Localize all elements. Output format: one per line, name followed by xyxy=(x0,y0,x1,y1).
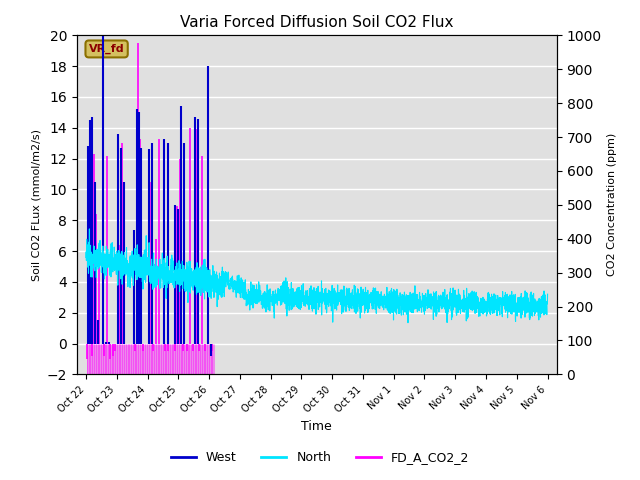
Y-axis label: CO2 Concentration (ppm): CO2 Concentration (ppm) xyxy=(607,133,617,276)
Legend: West, North, FD_A_CO2_2: West, North, FD_A_CO2_2 xyxy=(166,446,474,469)
Text: VR_fd: VR_fd xyxy=(89,44,124,54)
Y-axis label: Soil CO2 FLux (mmol/m2/s): Soil CO2 FLux (mmol/m2/s) xyxy=(31,129,41,281)
X-axis label: Time: Time xyxy=(301,420,332,433)
Title: Varia Forced Diffusion Soil CO2 Flux: Varia Forced Diffusion Soil CO2 Flux xyxy=(180,15,454,30)
